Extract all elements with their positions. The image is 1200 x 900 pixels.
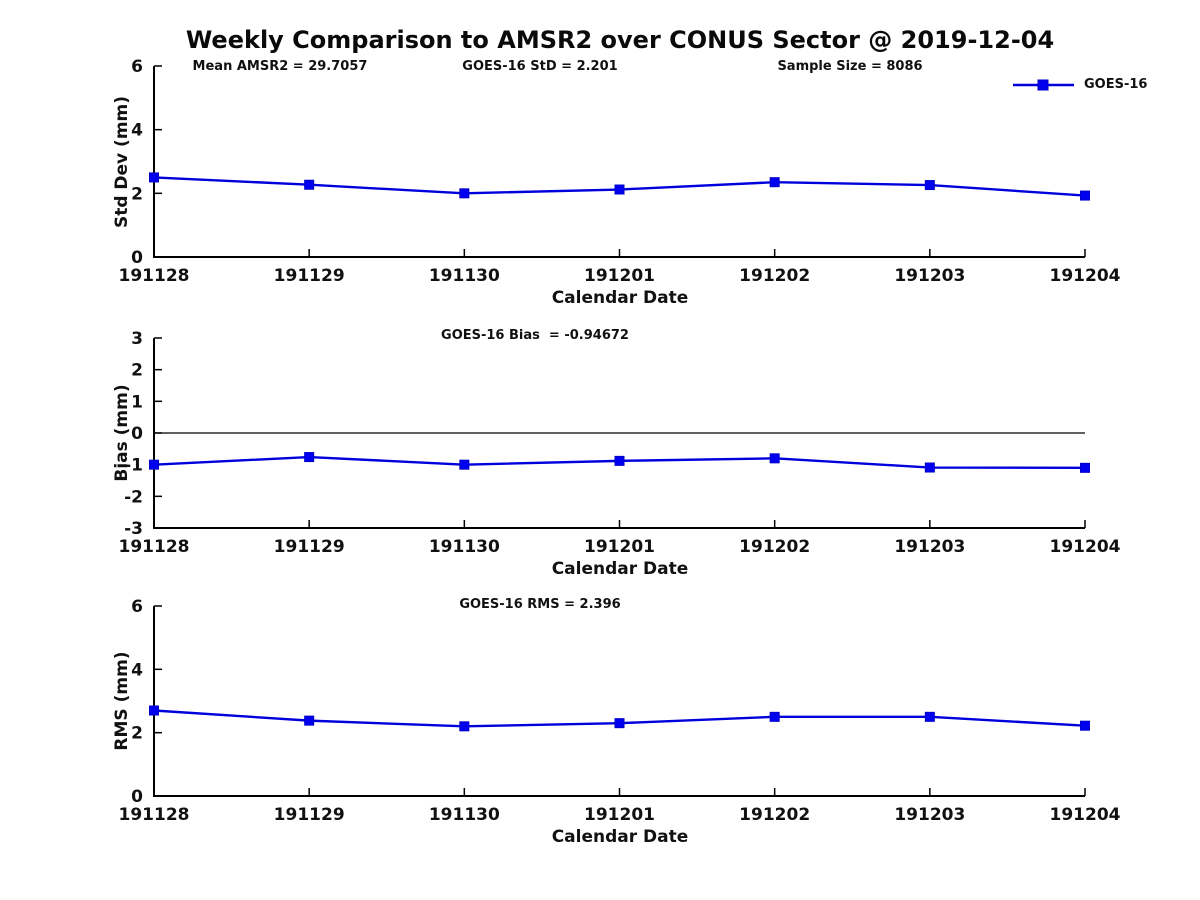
series-marker-goes16 xyxy=(1080,190,1090,201)
series-marker-goes16 xyxy=(1080,720,1090,731)
x-tick-label: 191202 xyxy=(739,537,810,557)
series-marker-goes16 xyxy=(924,462,935,473)
series-marker-goes16 xyxy=(459,459,470,470)
series-marker-goes16 xyxy=(614,455,625,466)
annotation-mean-amsr2: Mean AMSR2 = 29.7057 xyxy=(192,59,368,74)
series-marker-goes16 xyxy=(149,459,159,470)
x-axis-label-std-dev: Calendar Date xyxy=(551,288,689,308)
series-marker-goes16 xyxy=(149,705,159,716)
x-tick-label: 191203 xyxy=(894,266,965,286)
y-tick-label: 6 xyxy=(131,57,143,77)
series-marker-goes16 xyxy=(149,172,159,183)
series-marker-goes16 xyxy=(924,711,935,722)
legend: GOES-16 xyxy=(1012,77,1147,92)
x-tick-label: 191130 xyxy=(429,537,500,557)
y-tick-label: 0 xyxy=(131,424,143,444)
x-tick-label: 191130 xyxy=(429,805,500,825)
y-tick-label: 0 xyxy=(131,787,143,807)
series-marker-goes16 xyxy=(304,179,315,190)
y-tick-label: 4 xyxy=(131,660,143,680)
y-tick-label: -1 xyxy=(124,456,143,476)
y-axis-label-std-dev: Std Dev (mm) xyxy=(112,95,132,229)
figure-title: Weekly Comparison to AMSR2 over CONUS Se… xyxy=(185,26,1055,54)
y-tick-label: 1 xyxy=(131,392,143,412)
series-marker-goes16 xyxy=(769,177,780,188)
series-marker-goes16 xyxy=(1080,462,1090,473)
x-tick-label: 191128 xyxy=(119,537,190,557)
annotation-goes16-std: GOES-16 StD = 2.201 xyxy=(462,59,618,74)
x-axis-label-bias: Calendar Date xyxy=(551,559,689,579)
x-tick-label: 191129 xyxy=(274,537,345,557)
x-tick-label: 191202 xyxy=(739,266,810,286)
y-tick-label: 2 xyxy=(131,184,143,204)
annotation-sample-size: Sample Size = 8086 xyxy=(777,59,923,74)
legend-label: GOES-16 xyxy=(1084,77,1148,92)
y-tick-label: 4 xyxy=(131,121,143,141)
y-tick-label: 3 xyxy=(131,329,143,349)
x-axis-label-rms: Calendar Date xyxy=(551,827,689,847)
x-tick-label: 191128 xyxy=(119,805,190,825)
x-tick-label: 191203 xyxy=(894,537,965,557)
x-tick-label: 191202 xyxy=(739,805,810,825)
series-marker-goes16 xyxy=(769,453,780,464)
x-tick-label: 191128 xyxy=(119,266,190,286)
x-tick-label: 191204 xyxy=(1050,537,1121,557)
x-tick-label: 191130 xyxy=(429,266,500,286)
y-tick-label: 6 xyxy=(131,597,143,617)
series-marker-goes16 xyxy=(924,180,935,191)
y-tick-label: 0 xyxy=(131,248,143,268)
legend-line-sample-icon xyxy=(1013,79,1074,90)
y-tick-label: -2 xyxy=(124,487,143,507)
x-tick-label: 191204 xyxy=(1050,266,1121,286)
y-tick-label: 2 xyxy=(131,724,143,744)
series-marker-goes16 xyxy=(459,188,470,199)
x-tick-label: 191129 xyxy=(274,266,345,286)
series-marker-goes16 xyxy=(304,452,315,463)
x-tick-label: 191201 xyxy=(584,537,655,557)
x-tick-label: 191203 xyxy=(894,805,965,825)
x-tick-label: 191201 xyxy=(584,266,655,286)
series-marker-goes16 xyxy=(304,715,315,726)
y-tick-label: -3 xyxy=(124,519,143,539)
x-tick-label: 191129 xyxy=(274,805,345,825)
series-marker-goes16 xyxy=(769,711,780,722)
series-marker-goes16 xyxy=(459,721,470,732)
series-marker-goes16 xyxy=(614,718,625,729)
annotation-goes16-rms: GOES-16 RMS = 2.396 xyxy=(459,597,621,612)
y-axis-label-rms: RMS (mm) xyxy=(112,651,132,751)
annotation-goes16-bias: GOES-16 Bias = -0.94672 xyxy=(441,328,629,343)
series-marker-goes16 xyxy=(614,184,625,195)
x-tick-label: 191204 xyxy=(1050,805,1121,825)
x-tick-label: 191201 xyxy=(584,805,655,825)
y-axis-label-bias: Bias (mm) xyxy=(112,384,132,482)
y-tick-label: 2 xyxy=(131,361,143,381)
